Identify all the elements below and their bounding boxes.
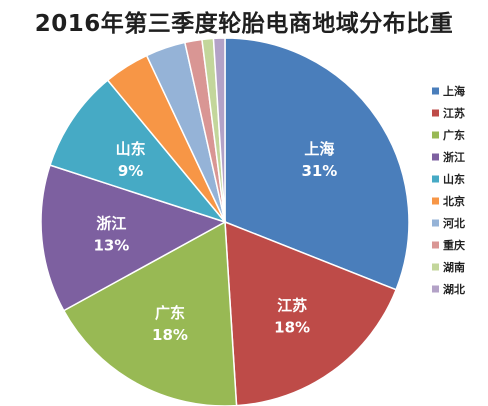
legend-label-4: 浙江	[443, 150, 465, 164]
legend-label-2: 江苏	[443, 106, 465, 120]
pie-slice-4	[40, 164, 227, 312]
legend-swatch-2	[432, 109, 439, 117]
legend-swatch-9	[432, 263, 439, 271]
legend-swatch-1	[432, 87, 439, 95]
pie-slice-2	[224, 220, 398, 406]
pie-slice-labels: 上海 31% 江苏 18% 广东 18% 浙江 13% 山东 9%	[93, 140, 337, 344]
legend-label-6: 北京	[443, 194, 465, 208]
pie-slice-5	[49, 79, 228, 224]
slice-percent-label-4: 13%	[93, 237, 129, 255]
legend-swatch-5	[432, 175, 439, 183]
legend-label-9: 湖南	[443, 260, 465, 274]
legend-swatch-10	[432, 285, 439, 293]
slice-category-label-1: 上海	[304, 140, 334, 158]
legend-label-5: 山东	[443, 172, 465, 186]
pie-slices	[40, 37, 410, 406]
legend-swatch-7	[432, 219, 439, 227]
pie-slice-1	[224, 37, 410, 291]
slice-category-label-5: 山东	[116, 140, 146, 158]
legend-label-7: 河北	[443, 216, 465, 230]
legend-swatch-6	[432, 197, 439, 205]
slice-category-label-2: 江苏	[277, 296, 307, 314]
legend-label-3: 广东	[443, 128, 465, 142]
slice-category-label-4: 浙江	[96, 215, 126, 233]
slice-percent-label-1: 31%	[301, 162, 337, 180]
slice-category-label-3: 广东	[155, 304, 185, 322]
legend-swatch-8	[432, 241, 439, 249]
pie-slice-10	[212, 37, 226, 223]
legend-label-10: 湖北	[443, 282, 465, 296]
chart-title: 2016年第三季度轮胎电商地域分布比重	[34, 11, 454, 37]
slice-percent-label-3: 18%	[152, 326, 188, 344]
slice-percent-label-2: 18%	[274, 318, 310, 336]
legend-swatch-4	[432, 153, 439, 161]
legend-swatch-3	[432, 131, 439, 139]
legend-label-8: 重庆	[443, 238, 465, 252]
legend-label-1: 上海	[443, 84, 465, 98]
slice-percent-label-5: 9%	[118, 162, 143, 180]
